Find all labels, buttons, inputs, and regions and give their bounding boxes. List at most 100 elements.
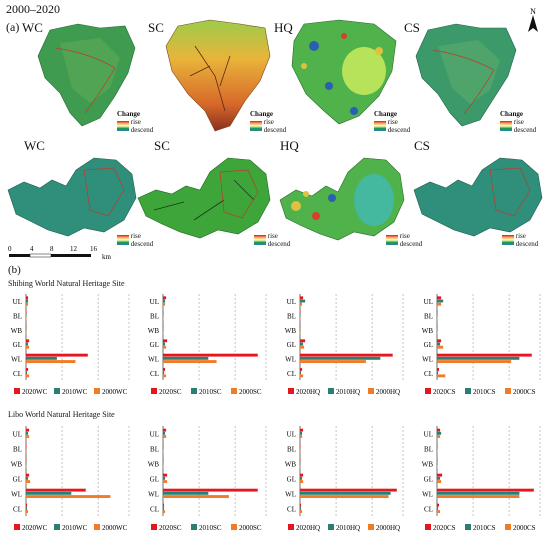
legend-title: Change — [500, 110, 523, 118]
map-row2-sc — [137, 157, 271, 239]
bar-2010WC-CL — [26, 506, 28, 510]
legend-swatch — [191, 524, 197, 530]
site-title-libo: Libo World Natural Heritage Site — [8, 410, 115, 419]
category-label: WB — [148, 461, 160, 469]
map-row2-hq — [279, 157, 405, 241]
legend-descend: descend — [387, 126, 411, 134]
bar-2010WC-CL — [26, 371, 28, 375]
bar-2010HQ-WB — [300, 461, 301, 465]
bar-2010SC-BL — [163, 446, 164, 450]
category-label: BL — [13, 446, 22, 454]
legend-title: Change — [117, 110, 140, 118]
category-label: BL — [287, 313, 296, 321]
bar-2010HQ-UL — [300, 431, 303, 435]
bar-2010SC-CL — [163, 371, 165, 375]
legend-color-ramp — [386, 235, 398, 245]
chart-shibing-sc: UL BL WB GL WL CL 2020SC 2010SC 2000SC — [148, 294, 267, 396]
legend-color-ramp — [250, 121, 262, 131]
chart-shibing-hq: UL BL WB GL WL CL 2020HQ 2010HQ 2000HQ — [285, 294, 404, 396]
map-row2-cs — [413, 157, 543, 237]
legend-title: Change — [374, 110, 397, 118]
category-label: UL — [287, 298, 296, 306]
category-label: UL — [287, 431, 296, 439]
bar-2020CS-CL — [437, 368, 440, 371]
chart-libo-cs: UL BL WB GL WL CL 2020CS 2010CS 2000CS — [422, 426, 541, 532]
bar-2020CS-WL — [437, 353, 532, 357]
bar-2010WC-BL — [26, 313, 27, 317]
map-label-row1-hq: HQ — [274, 20, 293, 35]
map-label-row1-cs: CS — [404, 20, 420, 35]
bar-2020SC-BL — [163, 443, 164, 447]
legend-label: 2020WC — [22, 388, 48, 396]
category-label: BL — [287, 446, 296, 454]
site-title-shibing: Shibing World Natural Heritage Site — [8, 279, 125, 288]
bar-2000HQ-UL — [300, 435, 303, 438]
legend-row1-sc: Change rise descend — [250, 110, 286, 134]
bar-2000CS-GL — [437, 345, 444, 349]
legend-label: 2020WC — [22, 524, 48, 532]
bar-2010HQ-GL — [300, 476, 303, 480]
legend-rise: rise — [387, 118, 398, 126]
chart-libo-wc: UL BL WB GL WL CL 2020WC 2010WC 2000WC — [11, 426, 130, 532]
chart-libo-sc: UL BL WB GL WL CL 2020SC 2010SC 2000SC — [148, 426, 267, 532]
bar-2000HQ-BL — [300, 317, 301, 320]
bar-2020SC-UL — [163, 296, 167, 300]
bar-2000HQ-WB — [300, 331, 301, 335]
bar-2010CS-WB — [437, 461, 438, 465]
bar-2020WC-CL — [26, 368, 29, 371]
bar-2020CS-WB — [437, 458, 438, 462]
bar-2000HQ-WL — [300, 495, 389, 498]
map-label-row2-sc: SC — [154, 138, 170, 153]
map-label-row2-cs: CS — [414, 138, 430, 153]
legend-descend: descend — [515, 240, 539, 248]
bar-2010WC-BL — [26, 446, 27, 450]
bar-2010CS-CL — [437, 371, 439, 375]
bar-2010WC-WB — [26, 328, 27, 332]
bar-2010HQ-WL — [300, 491, 391, 495]
bar-2010CS-UL — [437, 431, 442, 435]
legend-label: 2010CS — [473, 388, 496, 396]
bar-2000HQ-GL — [300, 480, 304, 483]
legend-descend: descend — [399, 240, 423, 248]
category-label: BL — [13, 313, 22, 321]
bar-2020CS-CL — [437, 503, 440, 507]
bar-2000HQ-GL — [300, 345, 305, 349]
bar-2020SC-GL — [163, 339, 168, 343]
bar-2020CS-WL — [437, 488, 534, 492]
bar-2000SC-WL — [163, 495, 229, 498]
bar-2010WC-UL — [26, 299, 29, 303]
map-label-row1-wc: WC — [22, 20, 43, 35]
bar-2010CS-WL — [437, 356, 520, 360]
bar-2010CS-UL — [437, 299, 444, 303]
legend-swatch — [505, 388, 511, 394]
category-label: WL — [11, 491, 22, 499]
category-label: GL — [287, 476, 296, 484]
bar-2000SC-GL — [163, 345, 167, 349]
bar-2010CS-CL — [437, 506, 439, 510]
bar-2020CS-UL — [437, 428, 441, 432]
category-label: WL — [285, 356, 296, 364]
bar-2020WC-GL — [26, 473, 30, 477]
legend-descend: descend — [130, 240, 154, 248]
bar-2000SC-WL — [163, 360, 217, 363]
bar-2010HQ-BL — [300, 313, 301, 317]
category-label: GL — [13, 341, 22, 349]
bar-2010CS-BL — [437, 313, 438, 317]
bar-2000WC-UL — [26, 302, 29, 306]
bar-2000CS-WL — [437, 360, 512, 363]
map-label-row2-hq: HQ — [280, 138, 299, 153]
panel-a-label: (a) — [6, 20, 20, 34]
bar-2020HQ-BL — [300, 310, 301, 314]
category-label: WL — [11, 356, 22, 364]
legend-color-ramp — [117, 121, 129, 131]
bar-2020SC-CL — [163, 368, 166, 371]
bar-2020WC-WB — [26, 325, 27, 328]
panel-b-label: (b) — [8, 264, 21, 276]
bar-2020WC-BL — [26, 310, 27, 314]
category-label: GL — [424, 341, 433, 349]
bar-2000WC-WL — [26, 495, 111, 498]
bar-2010CS-GL — [437, 476, 441, 480]
bar-2000WC-CL — [26, 374, 30, 378]
bar-2020WC-BL — [26, 443, 27, 447]
scale-tick: 8 — [50, 245, 54, 253]
